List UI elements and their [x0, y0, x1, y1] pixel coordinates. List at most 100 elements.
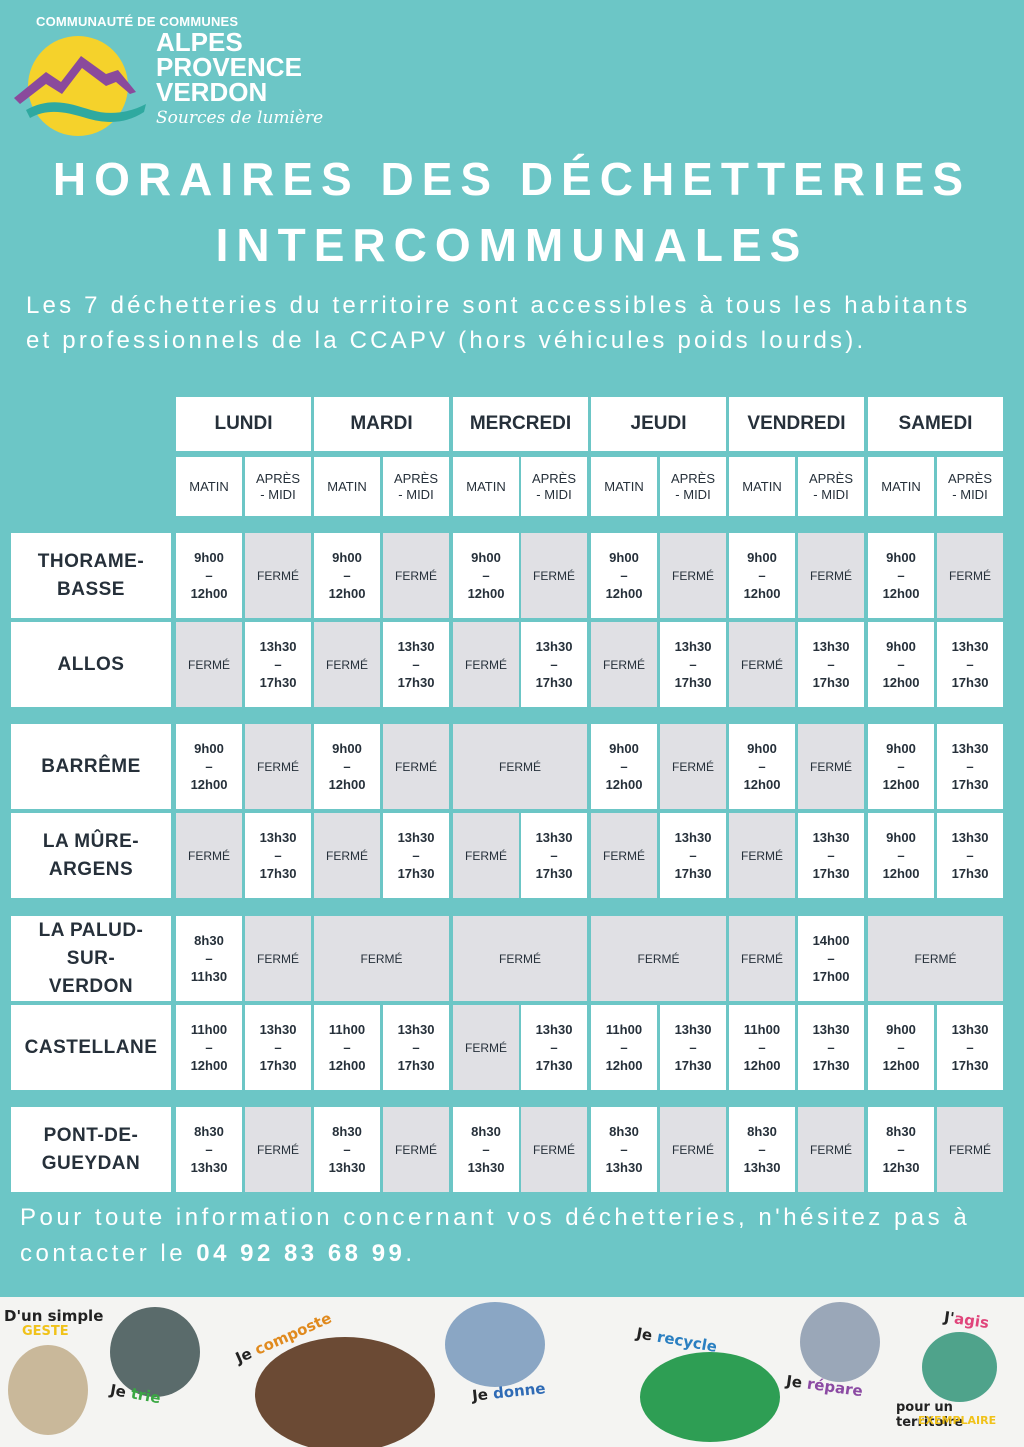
- site-name: LA MÛRE-ARGENS: [11, 813, 171, 898]
- slot-header-apres-midi: APRÈS - MIDI: [937, 457, 1003, 516]
- closed-cell: FERMÉ: [729, 916, 795, 1001]
- globe-icon: [922, 1332, 997, 1402]
- day-header: MERCREDI: [453, 397, 588, 451]
- closed-cell: FERMÉ: [176, 813, 242, 898]
- closed-cell: FERMÉ: [729, 622, 795, 707]
- closed-cell: FERMÉ: [937, 533, 1003, 618]
- slot-header-apres-midi: APRÈS - MIDI: [245, 457, 311, 516]
- hours-cell: 11h00 – 12h00: [314, 1005, 380, 1090]
- hours-cell: 11h00 – 12h00: [176, 1005, 242, 1090]
- logo-mountain-icon: [14, 36, 146, 136]
- hours-cell: 9h00 – 12h00: [176, 724, 242, 809]
- donation-photo: [445, 1302, 545, 1387]
- hours-cell: 13h30 – 17h30: [383, 813, 449, 898]
- hours-cell: 9h00 – 12h00: [729, 724, 795, 809]
- hours-cell: 9h00 – 12h00: [868, 1005, 934, 1090]
- repair-photo: [800, 1302, 880, 1382]
- closed-cell: FERMÉ: [383, 1107, 449, 1192]
- hours-cell: 13h30 – 17h30: [245, 1005, 311, 1090]
- hours-cell: 13h30 – 17h30: [937, 1005, 1003, 1090]
- slot-header-matin: MATIN: [729, 457, 795, 516]
- closed-cell: FERMÉ: [453, 813, 519, 898]
- closed-cell: FERMÉ: [798, 533, 864, 618]
- closed-cell: FERMÉ: [383, 533, 449, 618]
- closed-cell: FERMÉ: [245, 1107, 311, 1192]
- hours-cell: 13h30 – 17h30: [521, 1005, 587, 1090]
- hours-cell: 14h00 – 17h00: [798, 916, 864, 1001]
- slot-header-matin: MATIN: [453, 457, 519, 516]
- closed-cell: FERMÉ: [798, 1107, 864, 1192]
- hours-cell: 8h30 – 13h30: [314, 1107, 380, 1192]
- closed-cell: FERMÉ: [314, 622, 380, 707]
- hours-cell: 8h30 – 12h30: [868, 1107, 934, 1192]
- page-title: HORAIRES DES DÉCHETTERIES INTERCOMMUNALE…: [0, 146, 1024, 278]
- hours-cell: 9h00 – 12h00: [868, 533, 934, 618]
- closed-cell: FERMÉ: [453, 1005, 519, 1090]
- hours-cell: 9h00 – 12h00: [868, 622, 934, 707]
- hours-cell: 11h00 – 12h00: [591, 1005, 657, 1090]
- hours-cell: 8h30 – 13h30: [176, 1107, 242, 1192]
- hours-cell: 9h00 – 12h00: [176, 533, 242, 618]
- closed-cell: FERMÉ: [314, 916, 449, 1001]
- slot-header-apres-midi: APRÈS - MIDI: [521, 457, 587, 516]
- slot-header-matin: MATIN: [176, 457, 242, 516]
- hours-cell: 13h30 – 17h30: [937, 622, 1003, 707]
- strip-label-1: D'un simple: [4, 1307, 104, 1325]
- hours-cell: 13h30 – 17h30: [798, 1005, 864, 1090]
- closed-cell: FERMÉ: [660, 533, 726, 618]
- site-name: BARRÊME: [11, 724, 171, 809]
- day-header: JEUDI: [591, 397, 726, 451]
- closed-cell: FERMÉ: [245, 724, 311, 809]
- hours-cell: 9h00 – 12h00: [591, 724, 657, 809]
- closed-cell: FERMÉ: [453, 916, 587, 1001]
- hours-cell: 13h30 – 17h30: [937, 724, 1003, 809]
- strip-label-agis: J'agis: [942, 1307, 991, 1333]
- site-name: LA PALUD-SUR-VERDON: [11, 916, 171, 1001]
- closed-cell: FERMÉ: [798, 724, 864, 809]
- slot-header-matin: MATIN: [591, 457, 657, 516]
- logo: COMMUNAUTÉ DE COMMUNES ALPES PROVENCE VE…: [6, 10, 326, 136]
- logo-org: COMMUNAUTÉ DE COMMUNES: [36, 14, 239, 29]
- hours-cell: 9h00 – 12h00: [868, 813, 934, 898]
- hours-cell: 13h30 – 17h30: [245, 622, 311, 707]
- bin-photo: [110, 1307, 200, 1397]
- hours-cell: 8h30 – 13h30: [591, 1107, 657, 1192]
- day-header: SAMEDI: [868, 397, 1003, 451]
- hours-cell: 8h30 – 13h30: [729, 1107, 795, 1192]
- closed-cell: FERMÉ: [314, 813, 380, 898]
- logo-name-line-3: VERDON: [156, 77, 268, 107]
- day-header: VENDREDI: [729, 397, 864, 451]
- logo-name-line-1: ALPES: [156, 27, 243, 57]
- page-title-line-2: INTERCOMMUNALES: [215, 219, 809, 271]
- hours-cell: 9h00 – 12h00: [729, 533, 795, 618]
- day-header: LUNDI: [176, 397, 311, 451]
- closed-cell: FERMÉ: [868, 916, 1003, 1001]
- compost-photo: [255, 1337, 435, 1447]
- site-name: THORAME-BASSE: [11, 533, 171, 618]
- logo-tagline: Sources de lumière: [156, 108, 324, 128]
- closed-cell: FERMÉ: [937, 1107, 1003, 1192]
- hours-cell: 9h00 – 12h00: [868, 724, 934, 809]
- slot-header-apres-midi: APRÈS - MIDI: [383, 457, 449, 516]
- closed-cell: FERMÉ: [521, 1107, 587, 1192]
- hours-cell: 13h30 – 17h30: [937, 813, 1003, 898]
- day-header: MARDI: [314, 397, 449, 451]
- slot-header-matin: MATIN: [868, 457, 934, 516]
- hours-cell: 13h30 – 17h30: [660, 1005, 726, 1090]
- hours-cell: 9h00 – 12h00: [591, 533, 657, 618]
- slot-header-apres-midi: APRÈS - MIDI: [660, 457, 726, 516]
- closed-cell: FERMÉ: [729, 813, 795, 898]
- closed-cell: FERMÉ: [245, 916, 311, 1001]
- closed-cell: FERMÉ: [521, 533, 587, 618]
- contact-sentence: Pour toute information concernant vos dé…: [20, 1204, 971, 1267]
- hours-cell: 13h30 – 17h30: [383, 622, 449, 707]
- slot-header-matin: MATIN: [314, 457, 380, 516]
- contact-phone[interactable]: 04 92 83 68 99: [196, 1240, 406, 1267]
- closed-cell: FERMÉ: [453, 724, 587, 809]
- hours-cell: 13h30 – 17h30: [245, 813, 311, 898]
- contact-text: Pour toute information concernant vos dé…: [20, 1200, 1010, 1272]
- strip-label-exemplaire: EXEMPLAIRE: [918, 1414, 997, 1427]
- strip-label-territoire: pour un territoire: [896, 1400, 964, 1430]
- hours-cell: 13h30 – 17h30: [660, 622, 726, 707]
- hours-cell: 9h00 – 12h00: [453, 533, 519, 618]
